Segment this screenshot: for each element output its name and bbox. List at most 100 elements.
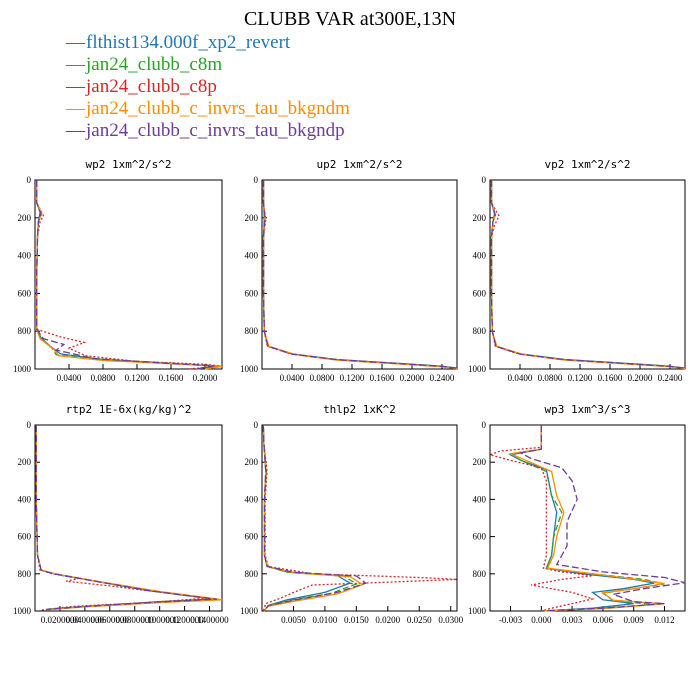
subplot-5: thlp2 1xK^2 0 200 400 600 800 1000 0.0050 0.0100… (240, 403, 464, 625)
y-tick-label: 0 (27, 420, 32, 430)
y-tick-label: 1000 (13, 606, 32, 616)
y-tick-label: 600 (18, 532, 32, 542)
y-tick-label: 0 (254, 175, 259, 185)
series-line (35, 425, 218, 610)
legend-entry: —jan24_clubb_c_invrs_tau_bkgndm (66, 98, 350, 120)
y-tick-label: 200 (245, 457, 259, 467)
subplot-title: up2 1xm^2/s^2 (316, 158, 402, 171)
x-tick-label: 0.0400000 (66, 615, 105, 625)
y-tick-label: 800 (245, 569, 259, 579)
legend-label: jan24_clubb_c_invrs_tau_bkgndp (86, 120, 345, 141)
x-tick-label: 0.2400 (430, 373, 455, 383)
x-tick-label: 0.0800 (91, 373, 116, 383)
x-tick-label: 0.2000 (628, 373, 653, 383)
legend-label: flthist134.000f_xp2_revert (86, 32, 291, 53)
series-line (262, 180, 458, 369)
y-tick-label: 400 (245, 251, 259, 261)
x-tick-label: 0.0100 (313, 615, 338, 625)
y-tick-label: 800 (18, 569, 32, 579)
series-line (36, 180, 223, 370)
y-tick-label: 400 (473, 251, 487, 261)
y-tick-label: 600 (245, 288, 259, 298)
subplot-title: thlp2 1xK^2 (323, 403, 396, 416)
x-tick-label: 0.006 (593, 615, 614, 625)
subplot-4: rtp2 1E-6x(kg/kg)^2 0 200 400 600 800 1000 0.02… (13, 403, 229, 625)
y-tick-label: 200 (473, 213, 487, 223)
x-tick-label: 0.0250 (407, 615, 432, 625)
subplot-title: wp3 1xm^3/s^3 (544, 403, 630, 416)
y-tick-label: 400 (18, 251, 32, 261)
y-tick-label: 200 (473, 457, 487, 467)
x-tick-label: 0.0200 (375, 615, 400, 625)
y-tick-label: 800 (18, 326, 32, 336)
series-line (35, 425, 223, 611)
subplot-3: vp2 1xm^2/s^2 0 200 400 600 800 1000 0.0400 0.08… (468, 158, 686, 383)
x-tick-label: 0.0150 (344, 615, 369, 625)
x-tick-label: 0.0800000 (116, 615, 155, 625)
subplot-title: rtp2 1E-6x(kg/kg)^2 (66, 403, 192, 416)
series-line (490, 180, 686, 370)
y-tick-label: 0 (482, 420, 487, 430)
plot-frame (34, 424, 223, 612)
series-line (262, 180, 458, 369)
series-line (35, 425, 216, 610)
subplot-title: wp2 1xm^2/s^2 (85, 158, 171, 171)
y-tick-label: 600 (473, 288, 487, 298)
series-line (508, 425, 665, 612)
x-tick-label: 0.1600 (159, 373, 184, 383)
x-tick-label: 0.2400 (658, 373, 683, 383)
x-tick-label: 0.1000000 (141, 615, 180, 625)
y-tick-label: 1000 (468, 364, 487, 374)
y-tick-label: 600 (18, 288, 32, 298)
series-line (35, 425, 210, 611)
y-tick-label: 200 (245, 213, 259, 223)
x-tick-label: -0.003 (499, 615, 523, 625)
x-tick-label: 0.0200000 (41, 615, 80, 625)
y-tick-label: 400 (473, 494, 487, 504)
series-line (490, 180, 686, 369)
x-tick-label: 0.009 (624, 615, 645, 625)
legend-label: jan24_clubb_c_invrs_tau_bkgndm (86, 98, 350, 119)
x-tick-label: 0.1200 (340, 373, 365, 383)
legend: —flthist134.000f_xp2_revert —jan24_clubb_… (66, 32, 350, 142)
plot-frame (34, 179, 223, 370)
x-tick-label: 0.0400 (280, 373, 305, 383)
legend-entry: —jan24_clubb_c_invrs_tau_bkgndp (66, 120, 350, 142)
y-tick-label: 1000 (240, 364, 259, 374)
x-tick-label: 0.0600000 (91, 615, 130, 625)
x-tick-label: 0.2000 (400, 373, 425, 383)
y-tick-label: 1000 (13, 364, 32, 374)
legend-entry: —jan24_clubb_c8p (66, 76, 350, 98)
series-line (36, 180, 214, 370)
y-tick-label: 600 (473, 532, 487, 542)
series-line (36, 180, 223, 370)
series-line (487, 425, 596, 612)
x-tick-label: 0.0050 (281, 615, 306, 625)
page-title: CLUBB VAR at300E,13N (243, 8, 457, 30)
series-line (262, 424, 358, 612)
series-line (262, 424, 352, 612)
x-tick-label: 0.1400000 (190, 615, 229, 625)
y-tick-label: 400 (245, 494, 259, 504)
subplot-6: wp3 1xm^3/s^3 0 200 400 600 800 1000 -0.003 0.00… (468, 403, 686, 625)
x-tick-label: 0.000 (531, 615, 552, 625)
y-tick-label: 800 (245, 326, 259, 336)
legend-label: jan24_clubb_c8p (86, 76, 217, 97)
y-tick-label: 800 (473, 569, 487, 579)
plot-frame (489, 179, 686, 370)
y-tick-label: 600 (245, 532, 259, 542)
series-line (36, 180, 223, 370)
x-tick-label: 0.0400 (57, 373, 82, 383)
x-tick-label: 0.1600 (598, 373, 623, 383)
y-tick-label: 800 (473, 326, 487, 336)
x-tick-label: 0.1200000 (165, 615, 204, 625)
x-tick-label: 0.0800 (310, 373, 335, 383)
plot-frame (261, 424, 458, 612)
x-tick-label: 0.1200 (125, 373, 150, 383)
subplot-2: up2 1xm^2/s^2 0 200 400 600 800 1000 0.0400 0.08… (240, 158, 458, 383)
legend-entry: —flthist134.000f_xp2_revert (66, 32, 350, 54)
y-tick-label: 200 (18, 457, 32, 467)
series-line (262, 180, 458, 370)
subplot-1: wp2 1xm^2/s^2 0 200 400 600 800 1000 0.0400 0.08… (13, 158, 223, 383)
